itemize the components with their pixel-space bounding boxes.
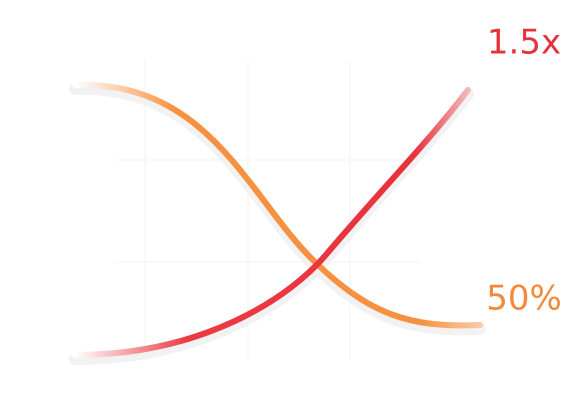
decrease-curve: [72, 81, 483, 329]
increase-curve: [72, 87, 471, 358]
grid: [115, 60, 420, 360]
bottom-label: 50%: [486, 279, 562, 319]
top-label: 1.5x: [487, 23, 561, 63]
curve-shadow: [69, 82, 486, 336]
